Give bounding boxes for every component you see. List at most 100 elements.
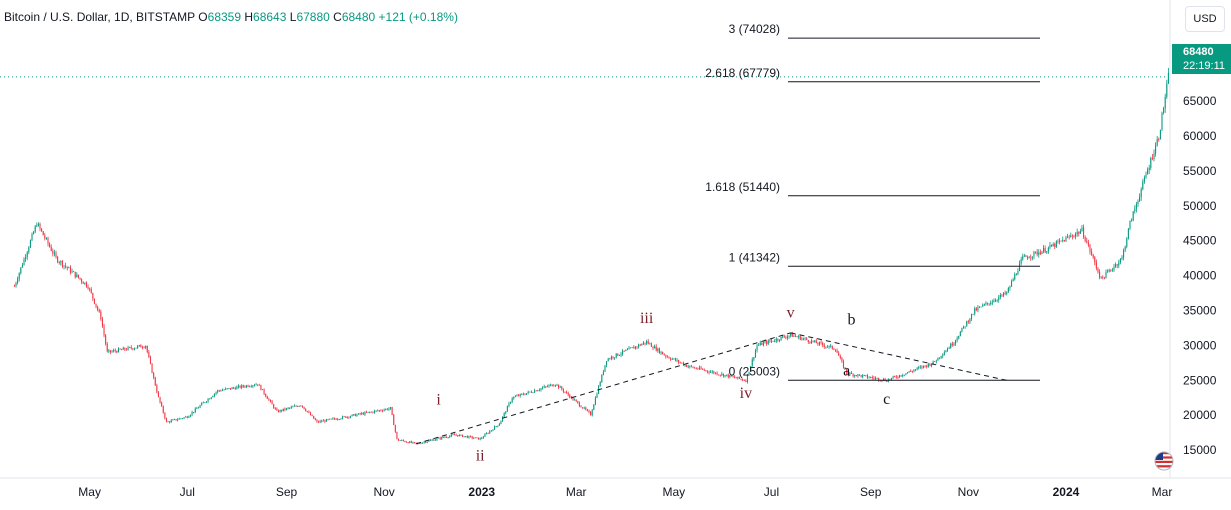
fib-level[interactable]: 1 (41342): [729, 250, 1040, 267]
candle: [711, 369, 713, 374]
candle: [943, 350, 945, 356]
wave-label: b: [847, 311, 855, 328]
candle: [263, 388, 265, 395]
candle: [252, 384, 254, 389]
trendline[interactable]: [416, 332, 791, 445]
candle: [758, 343, 760, 346]
candle: [244, 385, 246, 389]
us-flag-icon[interactable]: [1154, 451, 1174, 471]
candle: [247, 384, 249, 388]
candle: [268, 397, 270, 402]
currency-button[interactable]: USD: [1185, 6, 1225, 32]
candle: [1015, 272, 1017, 276]
candle: [500, 420, 502, 425]
candle: [329, 418, 331, 420]
candle: [697, 367, 699, 370]
fib-level[interactable]: 0 (25003): [729, 364, 1040, 381]
candle: [809, 341, 811, 344]
time-axis[interactable]: May Jul Sep Nov 2023 Mar May Jul Sep Nov 2024 Mar: [0, 477, 1231, 499]
candle: [476, 437, 478, 439]
candle: [833, 347, 835, 351]
candle: [1007, 286, 1009, 293]
candle: [269, 399, 272, 403]
candle: [810, 338, 813, 345]
candle: [953, 342, 955, 347]
candle: [436, 437, 438, 441]
candle: [1100, 276, 1102, 279]
low-value: 67880: [296, 10, 330, 24]
candle: [138, 344, 140, 347]
candle: [250, 384, 252, 388]
candle: [281, 409, 283, 413]
candle: [76, 272, 78, 278]
candle: [226, 388, 228, 390]
candle: [940, 355, 942, 360]
trendlines[interactable]: [416, 332, 1007, 445]
wave-label: c: [883, 391, 890, 408]
candle: [1039, 249, 1041, 256]
price-axis[interactable]: 15000 20000 25000 30000 35000 40000 45000 50000…: [1169, 0, 1217, 478]
candle: [266, 395, 268, 399]
candle: [866, 373, 869, 380]
candle: [61, 259, 63, 269]
candle: [1006, 291, 1008, 296]
candle: [770, 339, 773, 343]
trendline[interactable]: [790, 332, 1007, 381]
candle: [157, 391, 160, 398]
candle: [702, 368, 704, 370]
candle: [521, 393, 523, 395]
candle: [66, 266, 68, 271]
candle: [983, 303, 985, 306]
candle: [990, 300, 992, 306]
candle: [367, 411, 369, 413]
candle: [407, 441, 409, 444]
candle: [729, 374, 731, 379]
fib-extension[interactable]: 3 (74028) 2.618 (67779) 1.618 (51440) 1 (41…: [705, 22, 1040, 381]
candle: [1012, 277, 1014, 282]
candle: [401, 439, 403, 441]
candle: [505, 410, 507, 415]
candle: [713, 370, 715, 375]
candle: [695, 367, 697, 370]
candle: [938, 357, 941, 360]
candle: [1158, 137, 1160, 142]
candle: [188, 415, 190, 418]
candle: [998, 295, 1000, 303]
candle: [177, 418, 179, 422]
candle: [333, 417, 336, 420]
fib-level[interactable]: 2.618 (67779): [705, 66, 1040, 83]
candle: [1099, 269, 1101, 280]
candle: [325, 418, 328, 422]
candle: [341, 415, 344, 420]
candle: [1004, 290, 1006, 296]
candle: [642, 341, 644, 346]
candle: [873, 375, 875, 381]
candle: [849, 372, 851, 376]
candle: [692, 366, 694, 369]
candle: [772, 340, 774, 342]
candle: [530, 390, 532, 393]
candle: [575, 399, 577, 403]
y-tick-label: 65000: [1183, 94, 1217, 108]
candle: [663, 353, 665, 356]
candle: [732, 374, 734, 378]
candle: [626, 347, 628, 351]
candle: [854, 374, 856, 378]
fib-level[interactable]: 3 (74028): [729, 22, 1040, 39]
candle: [1049, 241, 1051, 250]
candle: [404, 440, 406, 443]
candle: [405, 441, 408, 443]
candle: [124, 347, 126, 352]
candle: [724, 374, 726, 378]
candle: [1078, 231, 1080, 237]
candle: [686, 364, 688, 368]
candle: [614, 357, 616, 360]
candle: [481, 436, 483, 440]
candle: [718, 374, 720, 376]
candle: [868, 376, 870, 379]
candle: [50, 244, 52, 252]
candle: [852, 373, 854, 378]
fib-level[interactable]: 1.618 (51440): [705, 180, 1040, 197]
candle: [44, 232, 46, 241]
